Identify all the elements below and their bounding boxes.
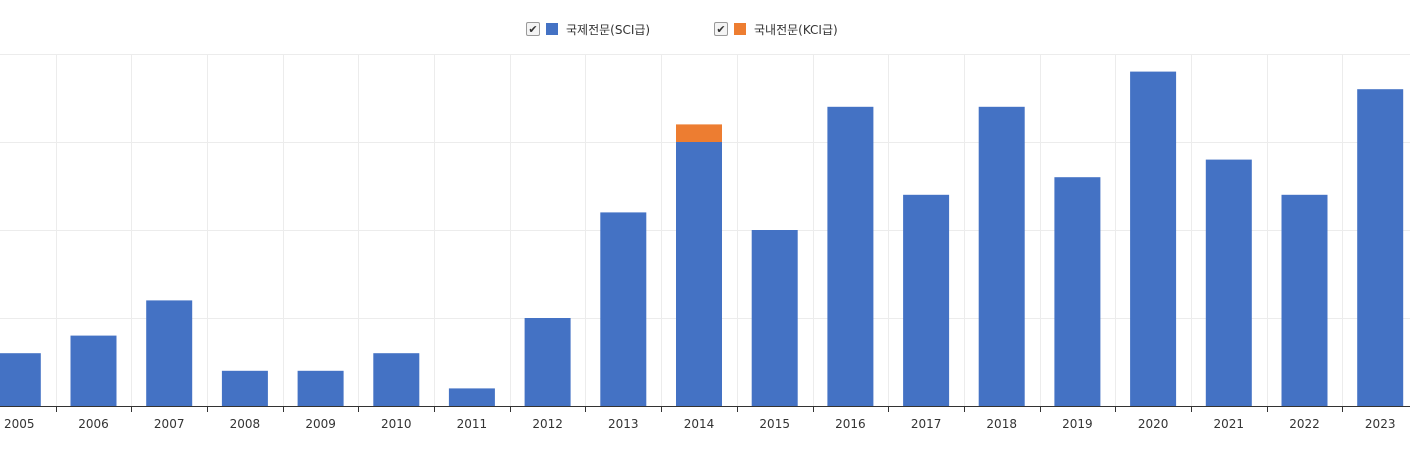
legend-item-sci[interactable]: ✔ 국제전문(SCI급) bbox=[526, 18, 650, 40]
checkbox-kci[interactable]: ✔ bbox=[714, 22, 728, 36]
x-tick-label: 2022 bbox=[1289, 417, 1320, 431]
x-tick-label: 2012 bbox=[532, 417, 563, 431]
bar-sci-2018[interactable] bbox=[978, 106, 1025, 407]
bar-sci-2005[interactable] bbox=[0, 353, 41, 406]
x-tick-label: 2020 bbox=[1138, 417, 1169, 431]
bar-sci-2009[interactable] bbox=[297, 370, 344, 406]
bar-sci-2007[interactable] bbox=[146, 300, 193, 406]
bar-sci-2008[interactable] bbox=[221, 370, 268, 406]
bar-sci-2015[interactable] bbox=[751, 230, 798, 406]
legend-label-kci: 국내전문(KCI급) bbox=[754, 22, 838, 37]
checkmark-icon: ✔ bbox=[528, 22, 538, 36]
bar-sci-2012[interactable] bbox=[524, 318, 571, 406]
legend-item-kci[interactable]: ✔ 국내전문(KCI급) bbox=[714, 18, 838, 40]
bar-sci-2006[interactable] bbox=[70, 335, 117, 406]
x-tick-label: 2023 bbox=[1365, 417, 1396, 431]
x-tick-label: 2017 bbox=[911, 417, 942, 431]
bar-sci-2014[interactable] bbox=[676, 142, 722, 406]
x-tick-label: 2016 bbox=[835, 417, 866, 431]
bar-sci-2011[interactable] bbox=[448, 388, 495, 406]
x-tick-label: 2021 bbox=[1214, 417, 1245, 431]
x-tick-label: 2006 bbox=[78, 417, 109, 431]
x-tick-label: 2009 bbox=[305, 417, 336, 431]
checkbox-sci[interactable]: ✔ bbox=[526, 22, 540, 36]
x-tick-label: 2008 bbox=[230, 417, 261, 431]
legend-swatch-kci bbox=[734, 23, 746, 35]
bar-sci-2016[interactable] bbox=[827, 106, 874, 407]
bar-sci-2022[interactable] bbox=[1281, 194, 1328, 406]
bar-sci-2023[interactable] bbox=[1357, 89, 1404, 406]
chart-legend: ✔ 국제전문(SCI급) ✔ 국내전문(KCI급) bbox=[0, 18, 1410, 40]
legend-swatch-sci bbox=[546, 23, 558, 35]
chart-bars bbox=[0, 71, 1404, 407]
bar-sci-2020[interactable] bbox=[1130, 71, 1177, 406]
x-axis: 2005 2006 2007 2008 2009 2010 2011 2012 2013 2014… bbox=[0, 406, 1410, 431]
bar-sci-2010[interactable] bbox=[373, 353, 420, 406]
x-tick-label: 2007 bbox=[154, 417, 185, 431]
bar-sci-2013[interactable] bbox=[600, 212, 647, 406]
bar-sci-2021[interactable] bbox=[1205, 159, 1252, 406]
x-tick-label: 2014 bbox=[684, 417, 715, 431]
x-tick-label: 2015 bbox=[759, 417, 790, 431]
legend-label-sci: 국제전문(SCI급) bbox=[566, 22, 651, 37]
bar-sci-2017[interactable] bbox=[903, 194, 950, 406]
x-tick-label: 2011 bbox=[457, 417, 488, 431]
bar-sci-2019[interactable] bbox=[1054, 177, 1101, 406]
x-tick-label: 2018 bbox=[986, 417, 1017, 431]
checkmark-icon: ✔ bbox=[716, 22, 726, 36]
x-tick-label: 2010 bbox=[381, 417, 412, 431]
x-tick-label: 2019 bbox=[1062, 417, 1093, 431]
x-tick-label: 2005 bbox=[4, 417, 35, 431]
bar-kci-2014[interactable] bbox=[676, 124, 722, 142]
x-tick-label: 2013 bbox=[608, 417, 639, 431]
